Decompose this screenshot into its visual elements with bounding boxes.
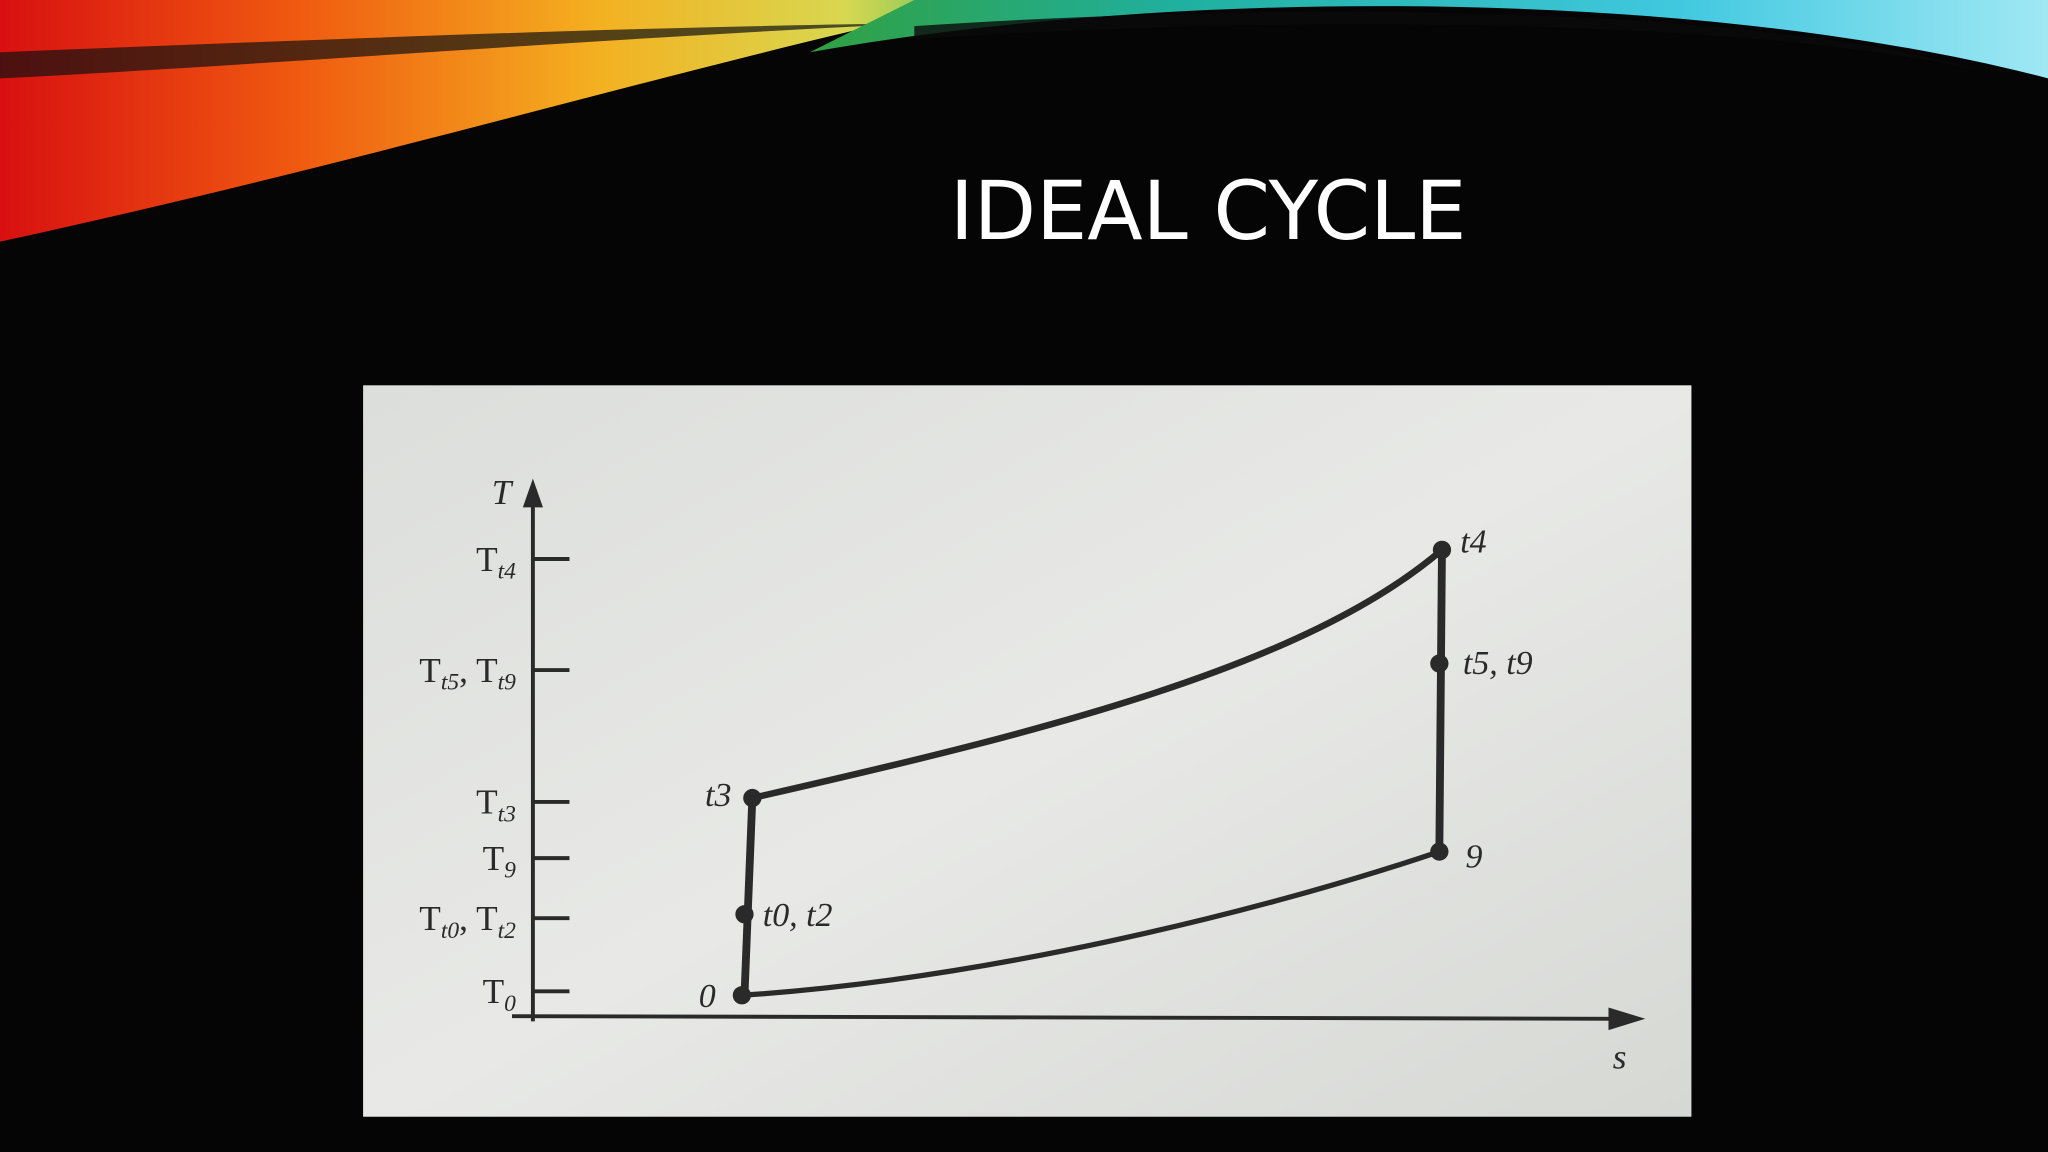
- label-text: T: [476, 540, 498, 579]
- x-axis-label: s: [1613, 1037, 1627, 1076]
- swoosh-stripe: [914, 11, 1986, 72]
- point-label: t0, t2: [763, 897, 833, 934]
- state-point: [732, 986, 752, 1005]
- label-text: , T: [459, 651, 498, 690]
- x-arrow: [1608, 1007, 1646, 1031]
- state-point: [1430, 842, 1449, 861]
- subscript: t4: [498, 559, 517, 585]
- label-text: T: [476, 783, 498, 822]
- y-tick-label: T9: [483, 839, 517, 884]
- label-text: T: [483, 839, 505, 878]
- y-axis-label: T: [492, 473, 514, 512]
- state-point: [743, 788, 762, 808]
- curve-top: [751, 547, 1445, 802]
- ts-diagram: [511, 478, 1646, 1031]
- subscript: t5: [441, 670, 460, 696]
- x-axis: [511, 1014, 1620, 1021]
- y-tick-label: Tt3: [476, 783, 516, 828]
- label-text: T: [483, 972, 505, 1011]
- y-tick-label: T0: [483, 972, 517, 1017]
- y-arrow: [522, 478, 543, 508]
- state-point: [735, 905, 754, 924]
- state-point: [1432, 540, 1452, 560]
- line-left: [740, 797, 757, 996]
- swoosh-cool: [809, 0, 2048, 79]
- decoration: [0, 0, 2048, 242]
- subscript: t9: [498, 670, 517, 696]
- label-text: , T: [459, 899, 498, 938]
- label-text: T: [419, 651, 441, 690]
- subscript: 0: [504, 991, 516, 1017]
- subscript: t3: [498, 802, 516, 828]
- subscript: t2: [498, 918, 517, 944]
- subscript: t0: [441, 918, 460, 944]
- line-right: [1435, 549, 1446, 852]
- y-tick-label: Tt0, Tt2: [419, 899, 516, 944]
- label-text: T: [419, 899, 441, 938]
- curve-bottom: [741, 849, 1441, 998]
- point-label: t3: [705, 777, 731, 814]
- point-label: 0: [699, 978, 716, 1015]
- swoosh-stripe: [0, 23, 915, 79]
- point-label: t4: [1460, 523, 1486, 560]
- slide-title: IDEAL CYCLE: [950, 165, 1467, 259]
- subscript: 9: [504, 858, 516, 884]
- y-tick-label: Tt4: [476, 540, 516, 585]
- diagram-photo: [363, 385, 1692, 1117]
- state-point: [1430, 654, 1449, 673]
- point-label: 9: [1465, 838, 1482, 875]
- y-tick-label: Tt5, Tt9: [419, 651, 516, 696]
- point-label: t5, t9: [1463, 645, 1533, 682]
